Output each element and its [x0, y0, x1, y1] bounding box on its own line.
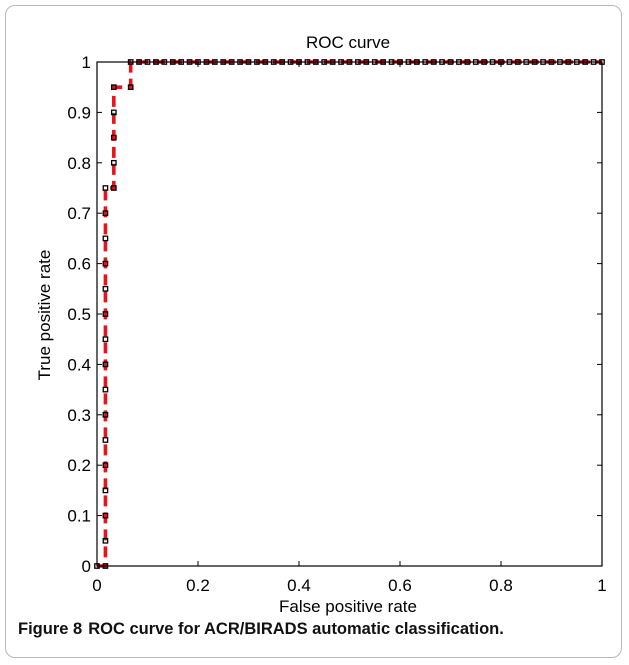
caption-text: ROC curve for ACR/BIRADS automatic class…: [88, 620, 504, 638]
x-tick-label: 1: [597, 576, 606, 595]
plot-area: [96, 61, 603, 567]
roc-point: [110, 109, 117, 116]
x-tick-label: 0.4: [287, 576, 311, 595]
roc-point: [102, 386, 109, 393]
roc-point: [102, 537, 109, 544]
roc-point: [102, 210, 109, 217]
roc-point: [102, 311, 109, 317]
roc-point: [102, 285, 109, 292]
y-tick-label: 0.9: [67, 103, 91, 122]
y-tick-label: 0.8: [67, 154, 91, 173]
x-axis-label: False positive rate: [279, 597, 417, 616]
y-tick-label: 0: [82, 557, 91, 576]
y-tick-label: 1: [82, 53, 91, 72]
roc-curve-layer: [94, 59, 605, 569]
y-axis-label: True positive rate: [35, 250, 54, 381]
x-tick-label: 0: [92, 576, 101, 595]
roc-point: [110, 134, 117, 141]
roc-point: [102, 411, 109, 418]
y-tick-label: 0.1: [67, 507, 91, 526]
y-tick-label: 0.4: [67, 355, 91, 374]
roc-point: [102, 512, 109, 519]
roc-curve-line: [97, 60, 602, 568]
roc-point: [110, 159, 117, 166]
figure-caption: Figure 8 ROC curve for ACR/BIRADS automat…: [18, 620, 618, 639]
y-tick-label: 0.2: [67, 456, 91, 475]
figure-label: Figure 8: [18, 620, 83, 638]
axis-ticks: 0 0.2 0.4 0.6 0.8 1 0 0.1 0.2 0.3 0.4 0.5 0.6 0.7 0.8 0…: [67, 53, 606, 595]
y-tick-label: 0.5: [67, 305, 91, 324]
y-tick-label: 0.7: [67, 204, 91, 223]
x-tick-label: 0.6: [388, 576, 412, 595]
roc-point: [102, 185, 109, 191]
roc-point: [102, 487, 109, 494]
chart-title: ROC curve: [306, 33, 390, 52]
roc-point: [110, 185, 117, 191]
roc-point: [102, 336, 109, 343]
figure-frame: [5, 5, 622, 658]
roc-point: [127, 84, 134, 91]
y-tick-label: 0.6: [67, 255, 91, 274]
y-tick-label: 0.3: [67, 406, 91, 425]
roc-point: [110, 84, 117, 91]
x-tick-label: 0.8: [489, 576, 513, 595]
x-tick-label: 0.2: [186, 576, 210, 595]
roc-point: [102, 462, 109, 469]
roc-point: [102, 361, 109, 368]
roc-point: [102, 235, 109, 242]
roc-point: [102, 437, 109, 443]
roc-point: [102, 260, 109, 267]
